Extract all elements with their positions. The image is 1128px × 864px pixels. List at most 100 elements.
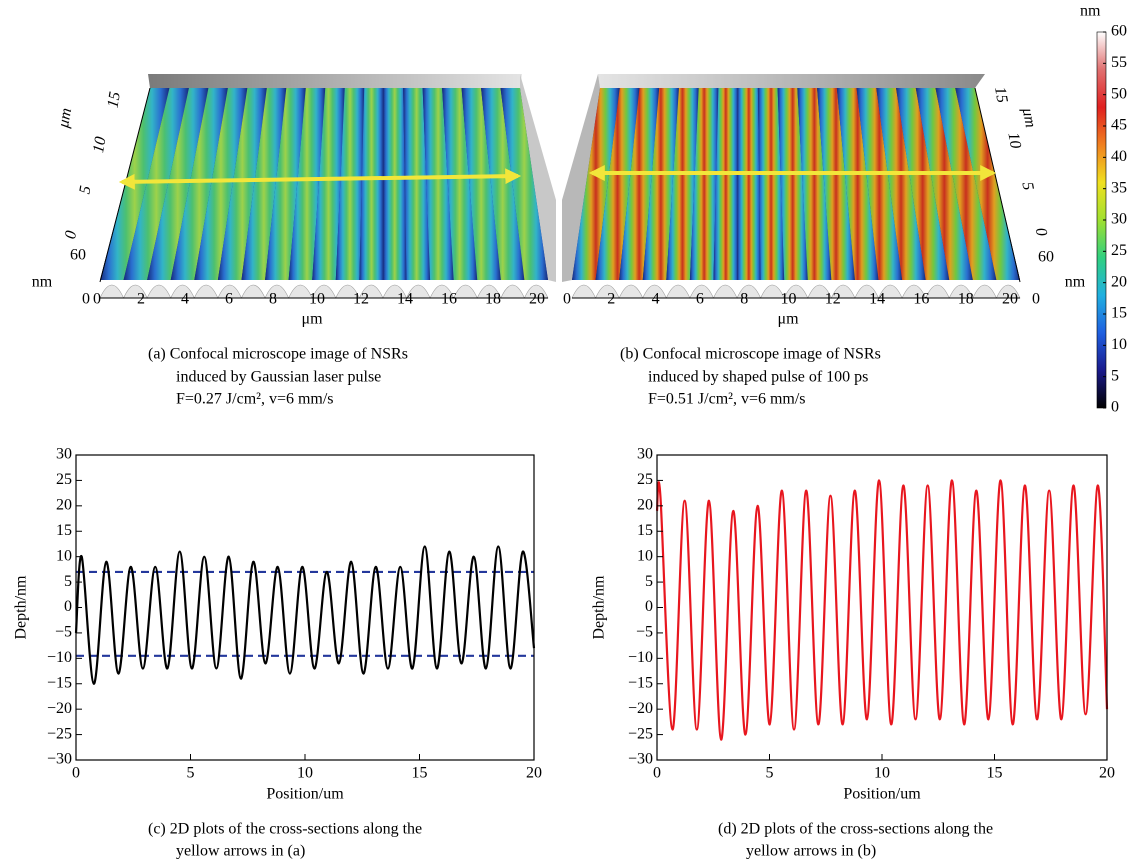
z-axis-label: nm <box>32 274 53 291</box>
ridge <box>737 88 761 280</box>
y-tick-label: −30 <box>628 751 653 768</box>
caption: (d) 2D plots of the cross-sections along… <box>718 821 993 838</box>
back-wall <box>598 74 985 88</box>
colorbar-tick-label: 0 <box>1111 399 1119 416</box>
y-tick-label: 0 <box>62 229 80 240</box>
y-tick-label: 30 <box>56 446 72 463</box>
colorbar-tick-label: 35 <box>1111 179 1127 196</box>
x-axis-label: μm <box>777 311 799 328</box>
y-tick-label: −10 <box>628 649 653 666</box>
y-tick-label: 5 <box>64 573 72 590</box>
y-tick-label: 10 <box>56 547 72 564</box>
x-axis-label: μm <box>301 311 323 328</box>
x-tick-label: 8 <box>740 291 748 308</box>
back-wall <box>148 74 522 88</box>
colorbar-tick-label: 50 <box>1111 85 1127 102</box>
y-tick-label: −25 <box>628 725 653 742</box>
x-tick-label: 18 <box>485 291 501 308</box>
y-tick-label: 25 <box>56 471 72 488</box>
ridge <box>383 88 407 280</box>
y-tick-label: 10 <box>90 136 110 155</box>
x-axis-label: Position/um <box>266 786 344 803</box>
y-tick-label: 20 <box>637 497 653 514</box>
x-tick-label: 10 <box>309 291 325 308</box>
y-tick-label: 0 <box>645 598 653 615</box>
y-tick-label: 10 <box>637 547 653 564</box>
x-tick-label: 15 <box>412 765 428 782</box>
x-tick-label: 8 <box>269 291 277 308</box>
x-tick-label: 0 <box>563 291 571 308</box>
colorbar-tick-label: 30 <box>1111 211 1127 228</box>
caption: F=0.27 J/cm², v=6 mm/s <box>176 391 334 408</box>
x-tick-label: 5 <box>766 765 774 782</box>
y-tick-label: −20 <box>628 700 653 717</box>
y-tick-label: 0 <box>64 598 72 615</box>
x-tick-label: 4 <box>181 291 189 308</box>
caption: (a) Confocal microscope image of NSRs <box>148 346 408 363</box>
z-tick-label: 0 <box>1032 291 1040 308</box>
colorbar-tick-label: 55 <box>1111 54 1127 71</box>
x-tick-label: 2 <box>137 291 145 308</box>
page: nm 0510152025303540455055600246810121416… <box>0 0 1128 864</box>
x-tick-label: 12 <box>353 291 369 308</box>
x-tick-label: 14 <box>397 291 413 308</box>
x-tick-label: 4 <box>652 291 660 308</box>
x-tick-label: 0 <box>93 291 101 308</box>
x-tick-label: 10 <box>874 765 890 782</box>
caption: (b) Confocal microscope image of NSRs <box>620 346 881 363</box>
caption: induced by shaped pulse of 100 ps <box>648 369 868 386</box>
x-tick-label: 16 <box>913 291 929 308</box>
x-tick-label: 5 <box>187 765 195 782</box>
z-tick-label: 60 <box>1038 249 1054 266</box>
colorbar-tick-label: 5 <box>1111 367 1119 384</box>
x-tick-label: 20 <box>1002 291 1018 308</box>
y-tick-label: −15 <box>628 674 653 691</box>
y-tick-label: 15 <box>56 522 72 539</box>
y-tick-label: 20 <box>56 497 72 514</box>
x-tick-label: 2 <box>607 291 615 308</box>
y-tick-label: −20 <box>47 700 72 717</box>
x-tick-label: 20 <box>529 291 545 308</box>
y-tick-label: −30 <box>47 751 72 768</box>
x-tick-label: 20 <box>1099 765 1115 782</box>
data-line <box>76 547 534 684</box>
surfaces <box>100 88 1020 298</box>
y-tick-label: −5 <box>636 624 653 641</box>
colorbar-tick-label: 40 <box>1111 148 1127 165</box>
x-axis-label: Position/um <box>843 786 921 803</box>
x-tick-label: 0 <box>653 765 661 782</box>
colorbar-tick-label: 60 <box>1111 23 1127 40</box>
caption: induced by Gaussian laser pulse <box>176 369 381 386</box>
colorbar-tick-label: 45 <box>1111 117 1127 134</box>
colorbar-tick-label: 20 <box>1111 273 1127 290</box>
x-tick-label: 10 <box>297 765 313 782</box>
caption: (c) 2D plots of the cross-sections along… <box>148 821 422 838</box>
x-tick-label: 0 <box>72 765 80 782</box>
x-tick-label: 6 <box>696 291 704 308</box>
y-axis-label: μm <box>1019 106 1039 129</box>
y-tick-label: −25 <box>47 725 72 742</box>
colorbar-tick-label: 15 <box>1111 305 1127 322</box>
x-tick-label: 18 <box>958 291 974 308</box>
z-axis-label: nm <box>1065 274 1086 291</box>
x-tick-label: 14 <box>869 291 885 308</box>
y-tick-label: 5 <box>1018 181 1036 192</box>
y-axis-label: Depth/nm <box>13 575 30 640</box>
caption: F=0.51 J/cm², v=6 mm/s <box>648 391 806 408</box>
y-tick-label: −5 <box>55 624 72 641</box>
x-tick-label: 20 <box>526 765 542 782</box>
y-axis-label: Depth/nm <box>591 575 608 640</box>
y-tick-label: 25 <box>637 471 653 488</box>
x-tick-label: 15 <box>987 765 1003 782</box>
y-tick-label: 15 <box>104 91 124 110</box>
caption: yellow arrows in (a) <box>176 843 305 860</box>
y-tick-label: 5 <box>76 184 94 195</box>
y-tick-label: 15 <box>637 522 653 539</box>
colorbar-tick-label: 10 <box>1111 336 1127 353</box>
data-line <box>657 480 1107 739</box>
z-tick-label: 60 <box>70 247 86 264</box>
colorbar-tick-label: 25 <box>1111 242 1127 259</box>
z-tick-label: 0 <box>82 291 90 308</box>
plot-frame <box>76 455 534 760</box>
caption: yellow arrows in (b) <box>746 843 876 860</box>
